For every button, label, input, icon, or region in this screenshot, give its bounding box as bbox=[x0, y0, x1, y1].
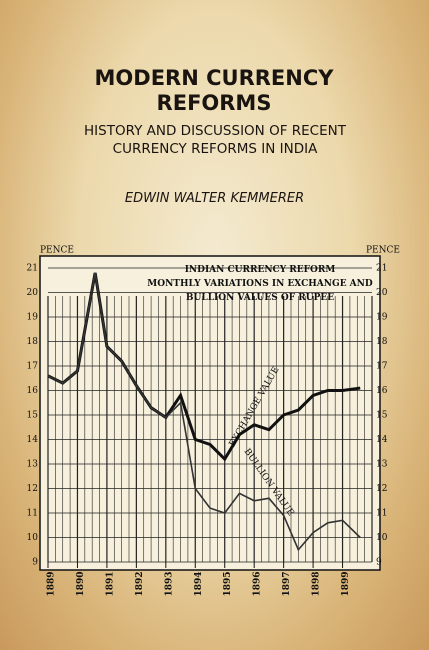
y-tick-label: 21 bbox=[27, 264, 38, 274]
y2-tick-label: 13 bbox=[376, 460, 388, 470]
y-label: PENCE bbox=[40, 246, 74, 256]
y-tick-label: 9 bbox=[32, 558, 38, 568]
y-tick-label: 11 bbox=[27, 509, 38, 519]
y2-tick-label: 11 bbox=[376, 509, 387, 519]
y2-tick-label: 10 bbox=[376, 533, 388, 543]
y2-tick-label: 15 bbox=[376, 411, 388, 421]
book-subtitle: HISTORY AND DISCUSSION OF RECENT CURRENC… bbox=[84, 123, 346, 157]
series-line bbox=[47, 272, 361, 552]
y-tick-label: 16 bbox=[27, 386, 39, 396]
x-tick-label: 1894 bbox=[194, 571, 204, 596]
x-tick-label: 1899 bbox=[341, 571, 351, 596]
y2-tick-label: 18 bbox=[376, 337, 388, 347]
y-tick-label: 20 bbox=[27, 288, 39, 298]
y2-tick-label: 16 bbox=[376, 386, 388, 396]
y2-tick-label: 12 bbox=[376, 484, 387, 494]
y-tick-label: 15 bbox=[27, 411, 39, 421]
x-tick-label: 1898 bbox=[312, 571, 322, 596]
book-title: MODERN CURRENCY REFORMS bbox=[94, 66, 334, 115]
x-tick-label: 1891 bbox=[105, 571, 115, 596]
y2-label: PENCE bbox=[366, 246, 400, 256]
x-tick-label: 1895 bbox=[223, 571, 233, 596]
author: EDWIN WALTER KEMMERER bbox=[124, 191, 305, 206]
x-tick-label: 1890 bbox=[76, 571, 86, 596]
y2-tick-label: 20 bbox=[376, 288, 388, 298]
x-tick-label: 1897 bbox=[282, 571, 292, 596]
x-tick-label: 1896 bbox=[253, 571, 263, 596]
y-tick-label: 10 bbox=[27, 533, 39, 543]
y2-tick-label: 14 bbox=[376, 435, 388, 445]
chart-title-block: INDIAN CURRENCY REFORM MONTHLY VARIATION… bbox=[140, 263, 380, 305]
chart-subtitle: MONTHLY VARIATIONS IN EXCHANGE AND BULLI… bbox=[147, 279, 373, 303]
y2-tick-label: 17 bbox=[376, 362, 388, 372]
y-tick-label: 19 bbox=[27, 313, 39, 323]
y-tick-label: 12 bbox=[27, 484, 38, 494]
x-tick-label: 1892 bbox=[135, 571, 145, 596]
x-tick-label: 1889 bbox=[47, 571, 57, 596]
chart-title: INDIAN CURRENCY REFORM bbox=[184, 265, 336, 275]
y2-tick-label: 21 bbox=[376, 264, 387, 274]
y2-tick-label: 9 bbox=[376, 558, 382, 568]
y-tick-label: 18 bbox=[27, 337, 39, 347]
y-tick-label: 13 bbox=[27, 460, 39, 470]
y-tick-label: 17 bbox=[27, 362, 39, 372]
y-tick-label: 14 bbox=[27, 435, 39, 445]
x-tick-label: 1893 bbox=[164, 571, 174, 596]
y2-tick-label: 19 bbox=[376, 313, 388, 323]
